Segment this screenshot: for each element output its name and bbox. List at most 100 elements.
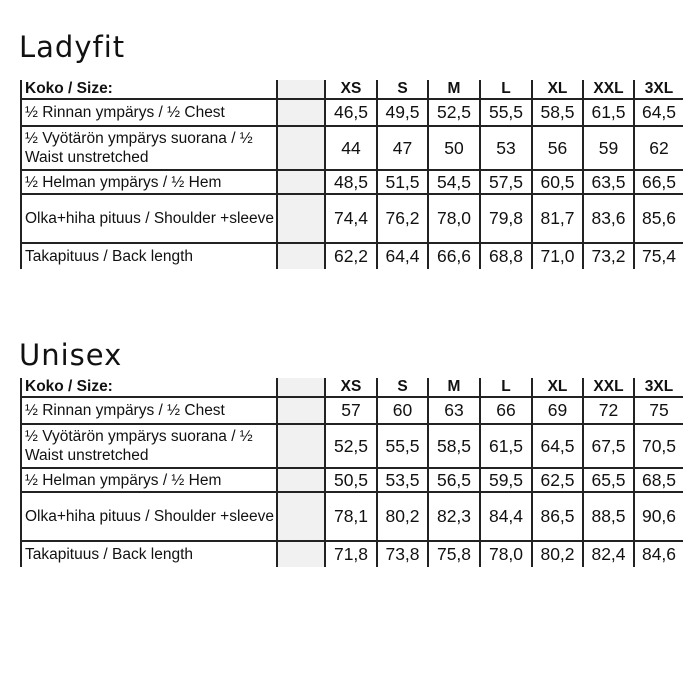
value-cell: 73,2 [582,243,634,269]
value-cell: 78,0 [479,541,532,567]
size-header: M [427,378,480,398]
value-cell: 59,5 [479,468,532,493]
size-table-unisex: Koko / Size: XS S M L XL XXL 3XL ½ Rinnan ympäry… [20,378,683,567]
value-cell: 80,2 [376,492,428,542]
value-cell: 53 [479,126,532,171]
value-cell: 60,5 [531,170,583,195]
value-cell: 62 [633,126,683,171]
value-cell: 46,5 [324,99,377,127]
value-cell: 79,8 [479,194,532,244]
value-cell: 50 [427,126,480,171]
value-cell: 78,1 [324,492,377,542]
value-cell: 71,0 [531,243,583,269]
value-cell: 64,5 [531,424,583,469]
value-cell: 76,2 [376,194,428,244]
value-cell: 82,4 [582,541,634,567]
row-label: ½ Helman ympärys / ½ Hem [20,170,277,195]
value-cell: 67,5 [582,424,634,469]
table-row: Takapituus / Back length 71,8 73,8 75,8 78,0… [20,541,683,567]
table-row: ½ Vyötärön ympärys suorana / ½ Waist uns… [20,126,683,171]
size-header: M [427,80,480,100]
value-cell: 75 [633,397,683,425]
spacer-cell [276,492,325,542]
value-cell: 68,8 [479,243,532,269]
table-row: ½ Rinnan ympärys / ½ Chest 57 60 63 66 69 72 75 [20,397,683,425]
table-row: ½ Helman ympärys / ½ Hem 48,5 51,5 54,5 57,5… [20,170,683,195]
value-cell: 83,6 [582,194,634,244]
value-cell: 54,5 [427,170,480,195]
value-cell: 81,7 [531,194,583,244]
size-table-ladyfit: Koko / Size: XS S M L XL XXL 3XL ½ Rinnan ympäry… [20,80,683,269]
value-cell: 62,5 [531,468,583,493]
row-label: ½ Vyötärön ympärys suorana / ½ Waist uns… [20,126,277,171]
spacer-cell [276,468,325,493]
value-cell: 66,6 [427,243,480,269]
spacer-cell [276,126,325,171]
value-cell: 74,4 [324,194,377,244]
value-cell: 57 [324,397,377,425]
header-row: Koko / Size: XS S M L XL XXL 3XL [20,378,683,398]
value-cell: 84,6 [633,541,683,567]
value-cell: 90,6 [633,492,683,542]
table-row: Olka+hiha pituus / Shoulder +sleeve 78,1 8… [20,492,683,542]
size-header: L [479,378,532,398]
row-label: ½ Rinnan ympärys / ½ Chest [20,99,277,127]
value-cell: 49,5 [376,99,428,127]
header-label: Koko / Size: [20,378,277,398]
value-cell: 75,8 [427,541,480,567]
value-cell: 72 [582,397,634,425]
value-cell: 70,5 [633,424,683,469]
table-row: ½ Rinnan ympärys / ½ Chest 46,5 49,5 52,5 55… [20,99,683,127]
spacer-cell [276,541,325,567]
value-cell: 52,5 [324,424,377,469]
spacer-cell [276,424,325,469]
table-row: ½ Vyötärön ympärys suorana / ½ Waist uns… [20,424,683,469]
value-cell: 57,5 [479,170,532,195]
size-header: S [376,80,428,100]
value-cell: 66,5 [633,170,683,195]
size-header: XXL [582,80,634,100]
size-header: XS [324,80,377,100]
value-cell: 51,5 [376,170,428,195]
spacer-cell [276,397,325,425]
value-cell: 63 [427,397,480,425]
row-label: Olka+hiha pituus / Shoulder +sleeve [20,194,277,244]
value-cell: 59 [582,126,634,171]
section-title-ladyfit: Ladyfit [19,30,126,64]
value-cell: 55,5 [479,99,532,127]
value-cell: 61,5 [479,424,532,469]
value-cell: 64,5 [633,99,683,127]
value-cell: 68,5 [633,468,683,493]
value-cell: 53,5 [376,468,428,493]
size-header: XS [324,378,377,398]
spacer-cell [276,378,325,398]
value-cell: 47 [376,126,428,171]
value-cell: 52,5 [427,99,480,127]
value-cell: 78,0 [427,194,480,244]
size-header: 3XL [633,378,683,398]
value-cell: 75,4 [633,243,683,269]
spacer-cell [276,80,325,100]
row-label: Olka+hiha pituus / Shoulder +sleeve [20,492,277,542]
value-cell: 71,8 [324,541,377,567]
size-header: S [376,378,428,398]
value-cell: 69 [531,397,583,425]
spacer-cell [276,194,325,244]
value-cell: 65,5 [582,468,634,493]
value-cell: 63,5 [582,170,634,195]
value-cell: 58,5 [531,99,583,127]
value-cell: 66 [479,397,532,425]
spacer-cell [276,170,325,195]
value-cell: 85,6 [633,194,683,244]
size-header: 3XL [633,80,683,100]
row-label: ½ Rinnan ympärys / ½ Chest [20,397,277,425]
value-cell: 50,5 [324,468,377,493]
value-cell: 64,4 [376,243,428,269]
size-header: XXL [582,378,634,398]
spacer-cell [276,243,325,269]
value-cell: 48,5 [324,170,377,195]
value-cell: 80,2 [531,541,583,567]
table-row: ½ Helman ympärys / ½ Hem 50,5 53,5 56,5 59,5… [20,468,683,493]
value-cell: 56 [531,126,583,171]
row-label: Takapituus / Back length [20,243,277,269]
